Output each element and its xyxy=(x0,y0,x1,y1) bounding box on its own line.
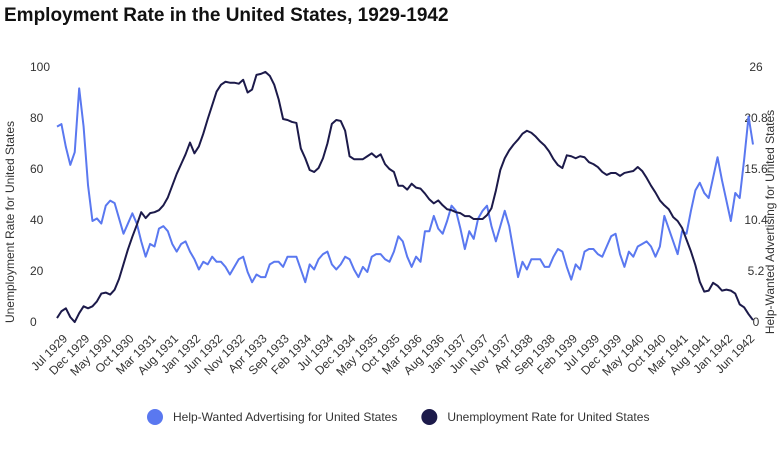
y-tick-label: 20 xyxy=(30,264,44,278)
y-tick-label: 100 xyxy=(30,60,50,74)
y2-tick-label: 15.6 xyxy=(744,162,768,176)
series-line xyxy=(56,87,754,284)
y2-tick-label: 10.4 xyxy=(744,213,768,227)
legend-marker xyxy=(421,409,438,425)
legend-label: Help-Wanted Advertising for United State… xyxy=(173,410,397,424)
legend-marker xyxy=(147,409,163,425)
y2-tick-label: 5.2 xyxy=(748,264,765,278)
y2-axis-title: Help-Wanted Advertising for United State… xyxy=(763,110,777,334)
y-axis-title: Unemployment Rate for United States xyxy=(3,121,17,323)
legend-label: Unemployment Rate for United States xyxy=(447,410,649,424)
y-tick-label: 40 xyxy=(30,213,44,227)
y-tick-label: 0 xyxy=(30,315,37,329)
chart-title: Employment Rate in the United States, 19… xyxy=(4,5,449,26)
y2-tick-label: 26 xyxy=(749,60,763,74)
series-line xyxy=(56,70,754,324)
y2-tick-label: 0 xyxy=(753,315,760,329)
y-tick-label: 80 xyxy=(30,111,44,125)
y-tick-label: 60 xyxy=(30,162,44,176)
